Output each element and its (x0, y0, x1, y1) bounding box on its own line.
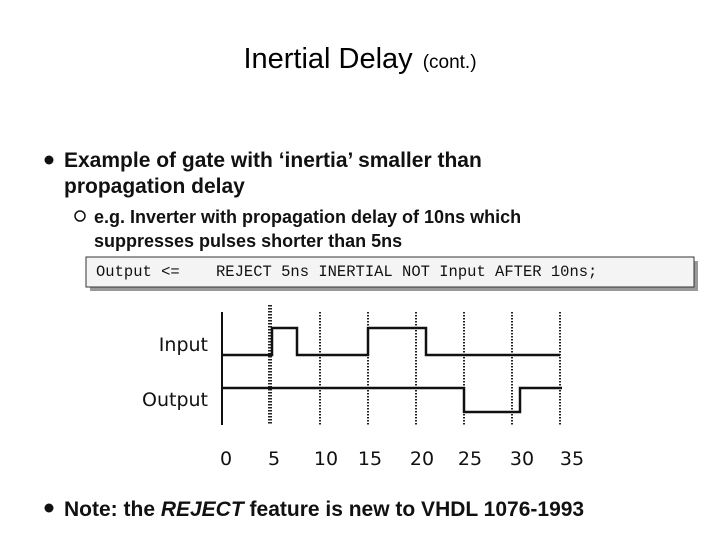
signal-label: Input (159, 334, 208, 356)
time-label: 35 (560, 448, 584, 470)
title-suffix: (cont.) (423, 52, 477, 73)
time-label: 30 (510, 448, 534, 470)
title-main: Inertial Delay (243, 43, 413, 75)
bullet-dot (44, 503, 54, 513)
bullet-text: Example of gate with ‘inertia’ smaller t… (64, 149, 482, 172)
time-label: 15 (358, 448, 382, 470)
timing-grid (221, 305, 561, 425)
time-label: 10 (314, 448, 338, 470)
note-emphasis: REJECT (161, 498, 246, 521)
bullet-text: propagation delay (64, 175, 245, 198)
note-text: feature is new to VHDL 1076-1993 (244, 498, 584, 521)
title: Inertial Delay (cont.) (243, 43, 476, 75)
sub-bullet-text: e.g. Inverter with propagation delay of … (94, 207, 521, 227)
note-text: Note: the (64, 498, 161, 521)
time-label: 5 (268, 448, 280, 470)
input-wave (222, 326, 560, 357)
code-box (85, 256, 695, 288)
note: Note: the REJECT feature is new to VHDL … (64, 498, 584, 521)
signal-label: Output (142, 389, 208, 411)
time-label: 0 (220, 448, 232, 470)
time-label: 25 (458, 448, 482, 470)
output-wave (222, 386, 562, 414)
sub-bullet-mark (74, 210, 86, 222)
code-text: REJECT 5ns INERTIAL NOT Input AFTER 10ns… (216, 263, 597, 281)
code-text: Output <= (96, 263, 180, 281)
time-label: 20 (410, 448, 434, 470)
sub-bullet-text: suppresses pulses shorter than 5ns (94, 231, 402, 251)
bullet-dot (44, 155, 54, 165)
